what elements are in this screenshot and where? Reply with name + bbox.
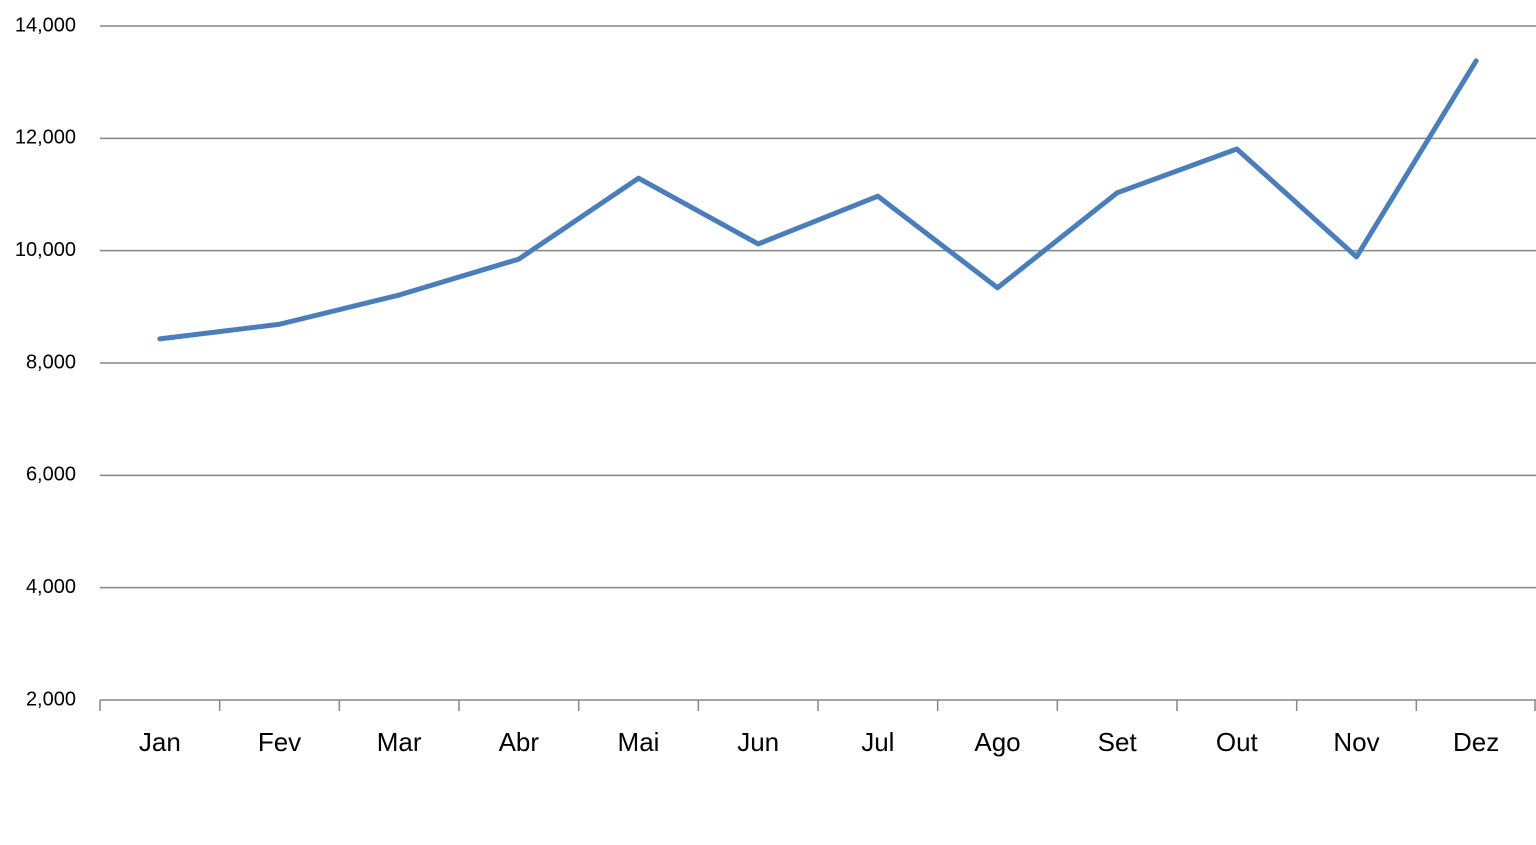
x-tick-label: Nov (1333, 727, 1379, 757)
x-tick-label: Mar (377, 727, 422, 757)
y-tick-label: 10,000 (15, 239, 76, 261)
y-tick-label: 8,000 (26, 351, 76, 373)
line (157, 58, 1479, 342)
x-tick-label: Fev (258, 727, 301, 757)
x-tick-label: Abr (499, 727, 540, 757)
y-tick-label: 2,000 (26, 688, 76, 710)
x-tick-label: Out (1216, 727, 1259, 757)
x-tick-label: Set (1098, 727, 1138, 757)
x-tick-label: Jun (737, 727, 779, 757)
x-tick-label: Jan (139, 727, 181, 757)
y-tick-label: 4,000 (26, 576, 76, 598)
x-tick-label: Jul (861, 727, 894, 757)
x-tick-label: Dez (1453, 727, 1499, 757)
y-tick-label: 14,000 (15, 14, 76, 36)
y-tick-label: 6,000 (26, 464, 76, 486)
y-tick-label: 12,000 (15, 127, 76, 149)
x-tick-label: Mai (618, 727, 660, 757)
x-tick-label: Ago (974, 727, 1020, 757)
